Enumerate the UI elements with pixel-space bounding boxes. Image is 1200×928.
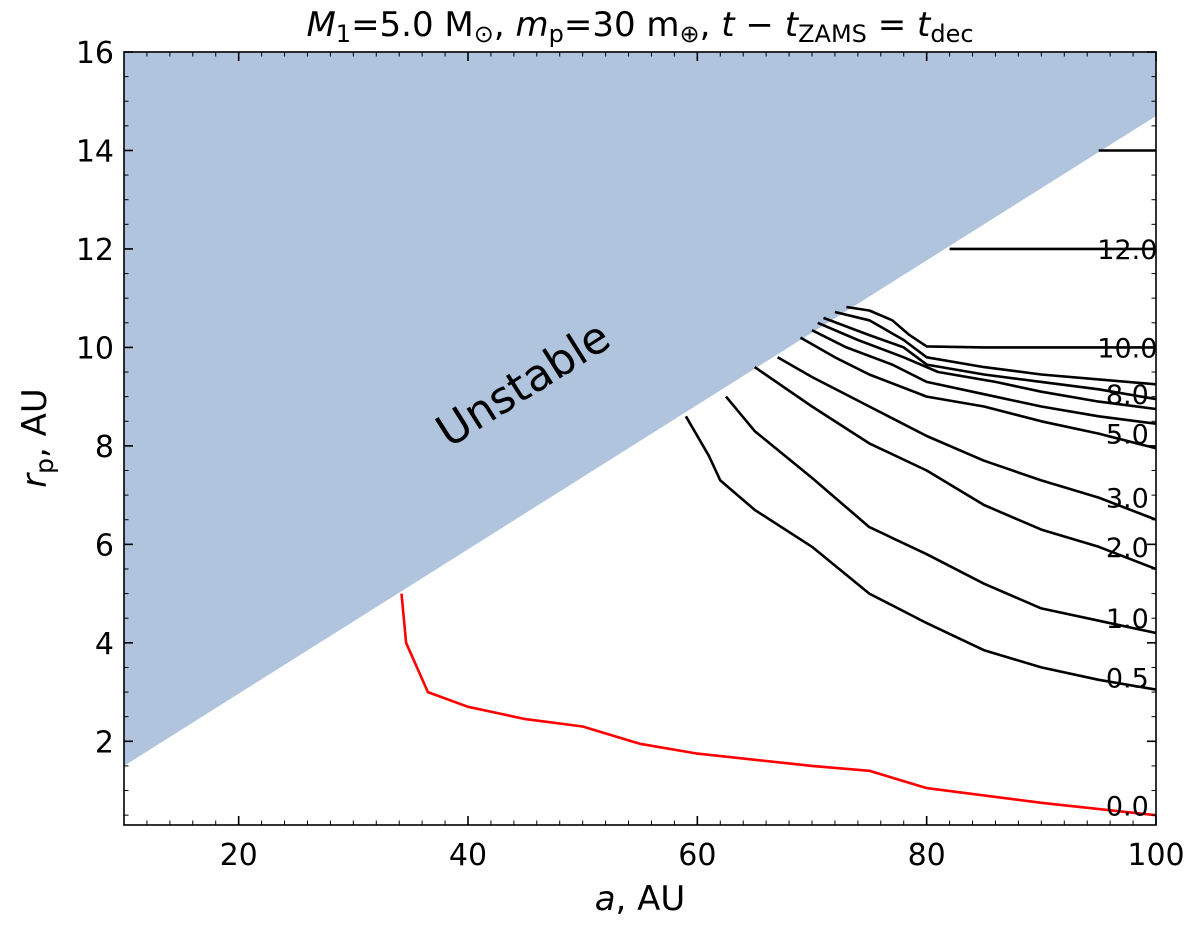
contour-line-8.0: [823, 316, 1156, 401]
contour-label-0.0: 0.0: [1106, 791, 1149, 822]
title-t: t: [721, 5, 736, 45]
contour-label-5.0: 5.0: [1106, 420, 1149, 451]
sun-symbol-icon: ⊙: [474, 20, 494, 48]
x-axis-unit: , AU: [616, 879, 686, 919]
axis-ticks: 20 40 60 80 100 2 4 6 8 10 12 14 16: [76, 36, 1185, 873]
x-tick-label: 40: [449, 838, 487, 873]
title-mp: m: [516, 5, 549, 45]
y-tick-label: 14: [76, 134, 114, 169]
contour-line-6: [811, 329, 1156, 425]
contour-label-3.0: 3.0: [1106, 484, 1149, 515]
y-axis-unit: , AU: [15, 388, 55, 458]
contour-label-8.0: 8.0: [1106, 380, 1149, 411]
y-axis-var: r: [15, 472, 55, 488]
contour-line-7: [817, 321, 1156, 411]
unstable-region: [124, 52, 1156, 766]
title-m1: M: [306, 5, 335, 45]
contour-line-1.0: [725, 395, 1156, 635]
title-eq: =: [867, 5, 917, 45]
x-axis-var: a: [595, 879, 616, 919]
contour-label-0.5: 0.5: [1106, 663, 1149, 694]
x-tick-label: 80: [908, 838, 946, 873]
contour-line-10.0: [846, 305, 1156, 349]
title-t3-sub: dec: [930, 20, 973, 48]
y-tick-label: 6: [95, 528, 114, 563]
contour-line-9: [834, 310, 1156, 386]
x-tick-label: 100: [1127, 838, 1184, 873]
plot-area: [124, 52, 1156, 817]
title-sep-1: ,: [494, 5, 516, 45]
y-tick-label: 4: [95, 627, 114, 662]
y-tick-label: 2: [95, 725, 114, 760]
title-mp-sub: p: [549, 20, 564, 48]
x-tick-label: 20: [220, 838, 258, 873]
contour-line-3.0: [776, 356, 1156, 521]
y-axis-sub: p: [30, 458, 59, 474]
contour-label-2.0: 2.0: [1106, 533, 1149, 564]
title-minus: −: [735, 5, 785, 45]
contour-line-0.0: [400, 593, 1156, 817]
contour-line-0.5: [684, 415, 1156, 691]
contour-line-5.0: [799, 336, 1156, 450]
title-sep-2: ,: [700, 5, 722, 45]
title-m1-sub: 1: [336, 20, 351, 48]
contour-label-10.0: 10.0: [1097, 333, 1157, 364]
contour-label-1.0: 1.0: [1106, 604, 1149, 635]
y-axis-label: rp, AU: [15, 388, 59, 488]
y-tick-label: 16: [76, 36, 114, 71]
title-planet-mass: =30 m: [564, 5, 680, 45]
contour-label-12.0: 12.0: [1097, 235, 1157, 266]
title-t2-sub: ZAMS: [798, 20, 867, 48]
earth-symbol-icon: ⊕: [680, 20, 700, 48]
contour-line-2.0: [753, 366, 1156, 571]
chart-title: M1=5.0 M⊙, mp=30 m⊕, t − tZAMS = tdec: [306, 5, 973, 48]
x-axis-label: a, AU: [595, 879, 686, 919]
x-tick-label: 60: [678, 838, 716, 873]
contour-labels: 0.0 0.5 1.0 2.0 3.0 5.0 8.0 10.0 12.0: [1097, 235, 1157, 822]
title-t2: t: [785, 5, 800, 45]
title-t3: t: [917, 5, 932, 45]
y-tick-label: 12: [76, 233, 114, 268]
y-tick-label: 8: [95, 430, 114, 465]
title-mass: =5.0 M: [351, 5, 474, 45]
plot-frame: [123, 51, 1157, 826]
y-tick-label: 10: [76, 331, 114, 366]
